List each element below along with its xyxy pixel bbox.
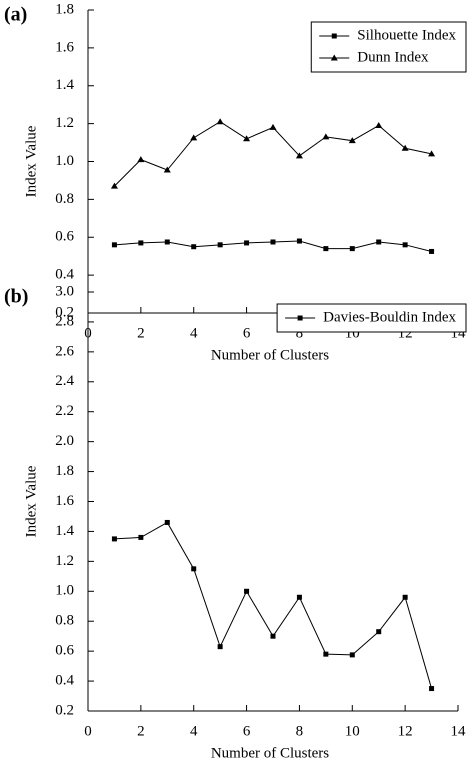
y-tick-label: 0.4 [55,673,74,689]
marker [323,651,329,657]
y-tick-label: 0.8 [55,613,74,629]
marker [402,594,408,600]
marker [429,686,435,692]
marker [429,248,435,254]
marker [401,144,409,151]
y-tick-label: 1.2 [55,115,74,131]
marker [349,246,355,252]
legend-label: Silhouette Index [357,27,456,43]
marker [137,156,145,163]
series-line [114,521,433,689]
x-tick-label: 12 [398,723,413,739]
marker [190,134,198,141]
y-tick-label: 1.2 [55,553,74,569]
y-tick-label: 1.8 [55,463,74,479]
marker [164,239,170,245]
legend-box [310,21,467,73]
x-tick-label: 4 [190,723,198,739]
y-tick-label: 3.0 [55,283,74,299]
y-tick-label: 2.0 [55,433,74,449]
y-tick-label: 1.4 [55,523,74,539]
x-tick-label: 14 [451,723,467,739]
legend-label: Dunn Index [357,49,429,65]
marker [296,238,302,244]
x-tick-label: 8 [296,325,304,341]
marker [375,122,383,129]
marker [217,644,223,650]
marker [111,536,117,542]
y-tick-label: 0.6 [55,643,74,659]
marker [376,629,382,635]
marker [244,588,250,594]
x-axis-label: Number of Clusters [211,745,329,761]
marker [348,137,356,144]
y-tick-label: 1.6 [55,39,74,55]
legend-marker [331,33,337,39]
y-axis-label: Index Value [23,465,39,537]
marker [349,652,355,658]
panel-label: (b) [4,286,28,308]
legend: Davies-Bouldin Index [276,303,467,333]
y-tick-label: 1.6 [55,493,74,509]
x-tick-label: 6 [243,723,251,739]
y-tick-label: 0.2 [55,304,74,320]
marker [191,244,197,250]
legend-label: Davies-Bouldin Index [323,309,456,325]
y-tick-label: 2.4 [55,373,74,389]
marker [322,133,330,140]
y-tick-label: 0.2 [55,702,74,718]
x-tick-label: 2 [137,723,145,739]
x-tick-label: 10 [345,723,360,739]
legend-marker [330,54,338,61]
x-tick-label: 4 [190,325,198,341]
marker [269,123,277,130]
x-axis-label: Number of Clusters [211,347,329,363]
y-tick-label: 0.4 [55,267,74,283]
series-line [114,121,432,187]
y-tick-label: 0.8 [55,191,74,207]
marker [402,242,408,248]
marker [270,633,276,639]
legend-marker [297,315,303,321]
marker [270,239,276,245]
legend: Silhouette Index Dunn Index [310,21,467,73]
marker [295,152,303,159]
marker [428,150,436,157]
marker [376,239,382,245]
x-tick-label: 0 [84,723,92,739]
marker [323,246,329,252]
marker [296,594,302,600]
marker [191,566,197,572]
y-axis-label: Index Value [23,125,39,197]
y-tick-label: 1.8 [55,1,74,17]
x-tick-label: 8 [296,723,304,739]
marker [138,534,144,540]
y-tick-label: 1.0 [55,583,74,599]
marker [243,135,251,142]
y-tick-label: 1.4 [55,77,74,93]
marker [111,242,117,248]
marker [110,182,118,189]
marker [244,240,250,246]
y-tick-label: 2.2 [55,403,74,419]
panel-label: (a) [4,4,27,26]
x-tick-label: 6 [243,325,251,341]
y-tick-label: 0.6 [55,229,74,245]
x-tick-label: 2 [137,325,145,341]
marker [217,242,223,248]
marker [163,166,171,173]
marker [164,519,170,525]
marker [138,240,144,246]
y-tick-label: 2.8 [55,313,74,329]
y-tick-label: 2.6 [55,343,74,359]
y-tick-label: 1.0 [55,153,74,169]
marker [216,118,224,125]
